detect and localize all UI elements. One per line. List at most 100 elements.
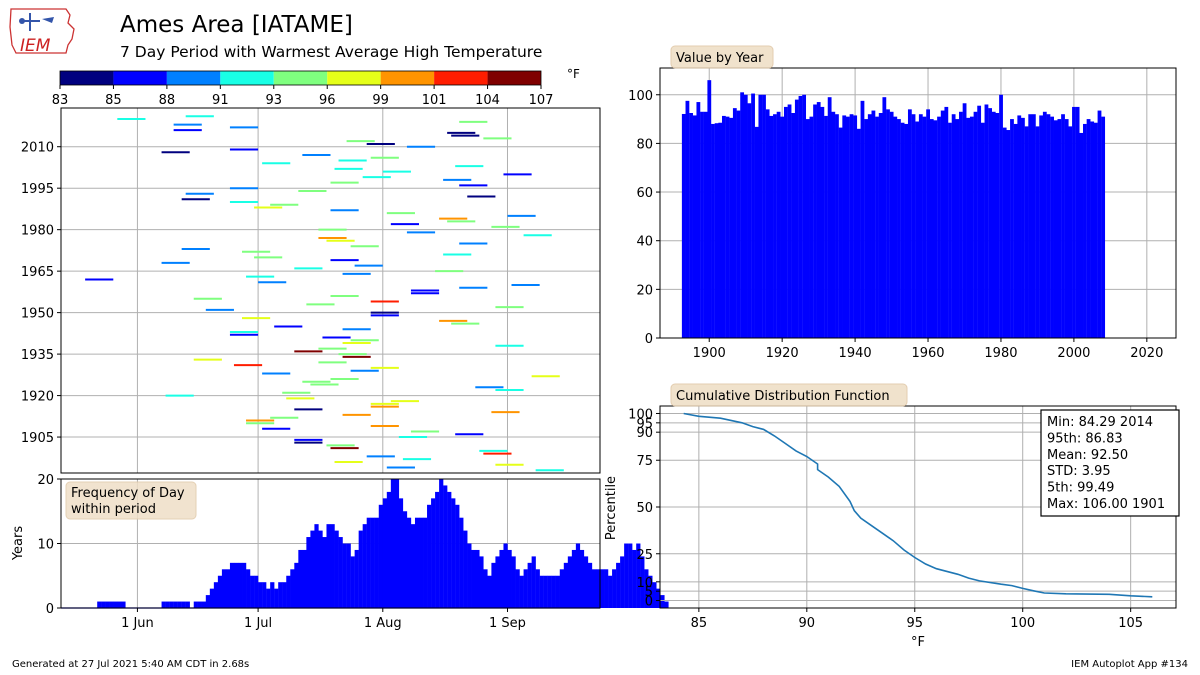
frequency-bar	[487, 575, 492, 608]
year-bar	[707, 80, 712, 338]
y-tick-label: 0	[645, 332, 653, 347]
colorbar-segment	[380, 71, 435, 85]
year-bar	[827, 97, 832, 339]
year-bar	[732, 108, 737, 338]
year-bar	[944, 106, 949, 339]
year-bar	[816, 102, 821, 339]
year-bar	[1042, 111, 1047, 338]
y-tick-label: 75	[636, 454, 653, 469]
frequency-bar	[423, 517, 428, 608]
colorbar-tick-label: 85	[105, 93, 122, 108]
year-bar	[900, 122, 905, 338]
frequency-bar	[342, 543, 347, 608]
frequency-bar	[374, 517, 379, 608]
frequency-annotation-text: within period	[71, 502, 156, 517]
year-bar	[805, 119, 810, 338]
colorbar-tick-label: 91	[212, 93, 229, 108]
value-chart-frame	[659, 67, 1177, 339]
frequency-bar	[113, 601, 118, 608]
y-tick-label: 100	[628, 407, 653, 422]
colorbar-tick-label: 88	[159, 93, 176, 108]
stats-box	[1040, 409, 1180, 517]
frequency-bar	[390, 479, 396, 608]
title-box	[670, 383, 908, 407]
year-bar	[893, 116, 898, 338]
y-tick-label: 40	[636, 235, 653, 250]
colorbar-tick-label: 101	[422, 93, 447, 108]
year-bar	[685, 100, 690, 339]
frequency-chart-frame	[60, 478, 601, 609]
year-bar	[1097, 110, 1102, 338]
y-tick-label: 0	[46, 602, 54, 617]
colorbar-tick-label: 107	[529, 93, 554, 108]
cdf-chart-title: Cumulative Distribution Function	[676, 389, 890, 404]
frequency-bar	[435, 491, 440, 608]
frequency-bar	[250, 575, 255, 608]
year-bar	[740, 92, 745, 338]
year-bar	[1046, 114, 1051, 338]
frequency-bar	[507, 549, 512, 608]
frequency-bar	[608, 575, 613, 608]
frequency-bar	[475, 549, 480, 608]
frequency-bar	[583, 556, 589, 608]
x-tick-label: 1920	[766, 346, 799, 361]
frequency-bar	[386, 491, 392, 608]
frequency-bar	[523, 569, 528, 608]
frequency-bar	[314, 524, 319, 608]
y-tick-label: 90	[636, 426, 653, 441]
frequency-bar	[310, 530, 315, 608]
y-tick-label: 0	[645, 595, 653, 610]
year-bar	[703, 111, 708, 338]
year-bar	[937, 116, 941, 338]
frequency-bar	[185, 601, 190, 608]
y-tick-label: 20	[37, 473, 54, 488]
frequency-bar	[318, 530, 323, 608]
y-axis-label: Percentile	[604, 476, 619, 540]
year-bar	[813, 104, 817, 339]
year-bar	[696, 102, 701, 339]
frequency-bar	[326, 524, 331, 608]
x-tick-label: 2000	[1057, 346, 1090, 361]
year-bar	[1072, 106, 1076, 339]
frequency-bar	[205, 595, 211, 608]
year-bar	[747, 103, 752, 339]
frequency-bar	[330, 524, 335, 608]
colorbar-tick-label: 104	[475, 93, 500, 108]
page-title: Ames Area [IATAME]	[120, 12, 353, 38]
y-tick-label: 10	[636, 576, 653, 591]
frequency-bar	[539, 575, 544, 608]
frequency-bar	[511, 556, 516, 608]
year-bar	[907, 109, 912, 338]
x-tick-label: 1940	[839, 346, 872, 361]
frequency-bar	[354, 549, 359, 608]
period-chart-frame	[60, 107, 601, 474]
stats-line: 5th: 99.49	[1047, 481, 1114, 496]
year-bar	[714, 123, 719, 338]
frequency-bar	[455, 504, 460, 608]
year-bar	[1086, 119, 1091, 338]
frequency-bar	[406, 517, 412, 608]
frequency-bar	[559, 569, 564, 608]
year-bar	[897, 119, 901, 338]
frequency-bar	[402, 511, 408, 608]
y-tick-label: 10	[37, 538, 54, 553]
colorbar-segment	[60, 71, 114, 85]
frequency-bar	[274, 588, 279, 608]
year-bar	[886, 109, 890, 338]
frequency-bar	[656, 588, 661, 608]
frequency-bar	[640, 556, 645, 608]
iowa-state-logo-icon: IEM	[9, 8, 75, 56]
colorbar-segment	[487, 71, 541, 85]
year-bar	[860, 100, 865, 339]
frequency-bar	[479, 556, 484, 608]
frequency-bar	[290, 569, 295, 608]
year-bar	[948, 122, 952, 338]
frequency-bar	[121, 601, 126, 608]
x-tick-label: 85	[691, 616, 708, 631]
frequency-bar	[563, 562, 569, 608]
frequency-bar	[254, 575, 259, 608]
y-tick-label: 1965	[21, 265, 54, 280]
year-bar	[824, 115, 828, 339]
y-tick-label: 20	[636, 283, 653, 298]
year-bar	[1053, 120, 1058, 338]
